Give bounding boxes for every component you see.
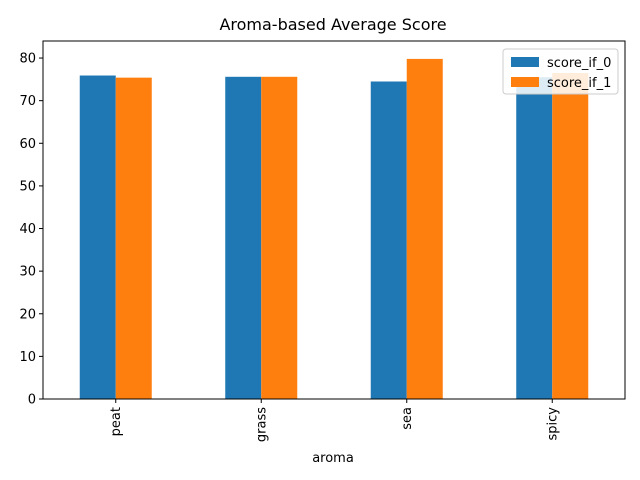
bar-grass-score_if_1 bbox=[261, 76, 298, 400]
bars-group bbox=[79, 58, 589, 400]
x-axis-label: aroma bbox=[312, 451, 354, 466]
x-axis: peat grass sea spicy bbox=[109, 399, 560, 442]
bar-peat-score_if_1 bbox=[115, 77, 152, 400]
legend-label-score_if_1: score_if_1 bbox=[547, 76, 611, 91]
bar-spicy-score_if_1 bbox=[552, 72, 589, 399]
x-tick-label-peat: peat bbox=[109, 407, 124, 436]
chart-title: Aroma-based Average Score bbox=[219, 15, 446, 34]
y-tick-label-40: 40 bbox=[19, 222, 36, 237]
y-tick-label-70: 70 bbox=[19, 94, 36, 109]
x-tick-label-sea: sea bbox=[400, 407, 415, 430]
y-tick-label-20: 20 bbox=[19, 307, 36, 322]
x-tick-label-spicy: spicy bbox=[545, 407, 560, 441]
y-tick-label-50: 50 bbox=[19, 179, 36, 194]
legend: score_if_0 score_if_1 bbox=[502, 48, 619, 95]
y-tick-label-30: 30 bbox=[19, 265, 36, 280]
legend-swatch-score_if_0 bbox=[511, 57, 539, 67]
bar-sea-score_if_1 bbox=[406, 58, 443, 400]
plot-frame bbox=[42, 40, 626, 400]
x-tick-label-grass: grass bbox=[254, 407, 269, 442]
bar-peat-score_if_0 bbox=[79, 75, 116, 400]
bar-spicy-score_if_0 bbox=[516, 77, 553, 399]
y-tick-label-0: 0 bbox=[28, 393, 36, 408]
y-tick-label-80: 80 bbox=[19, 52, 36, 67]
legend-swatch-score_if_1 bbox=[511, 77, 539, 87]
legend-label-score_if_0: score_if_0 bbox=[547, 56, 611, 71]
bar-sea-score_if_0 bbox=[370, 81, 407, 399]
y-axis: 0 10 20 30 40 50 60 70 80 bbox=[19, 52, 43, 408]
bar-grass-score_if_0 bbox=[225, 76, 262, 400]
y-tick-label-60: 60 bbox=[19, 137, 36, 152]
y-tick-label-10: 10 bbox=[19, 350, 36, 365]
